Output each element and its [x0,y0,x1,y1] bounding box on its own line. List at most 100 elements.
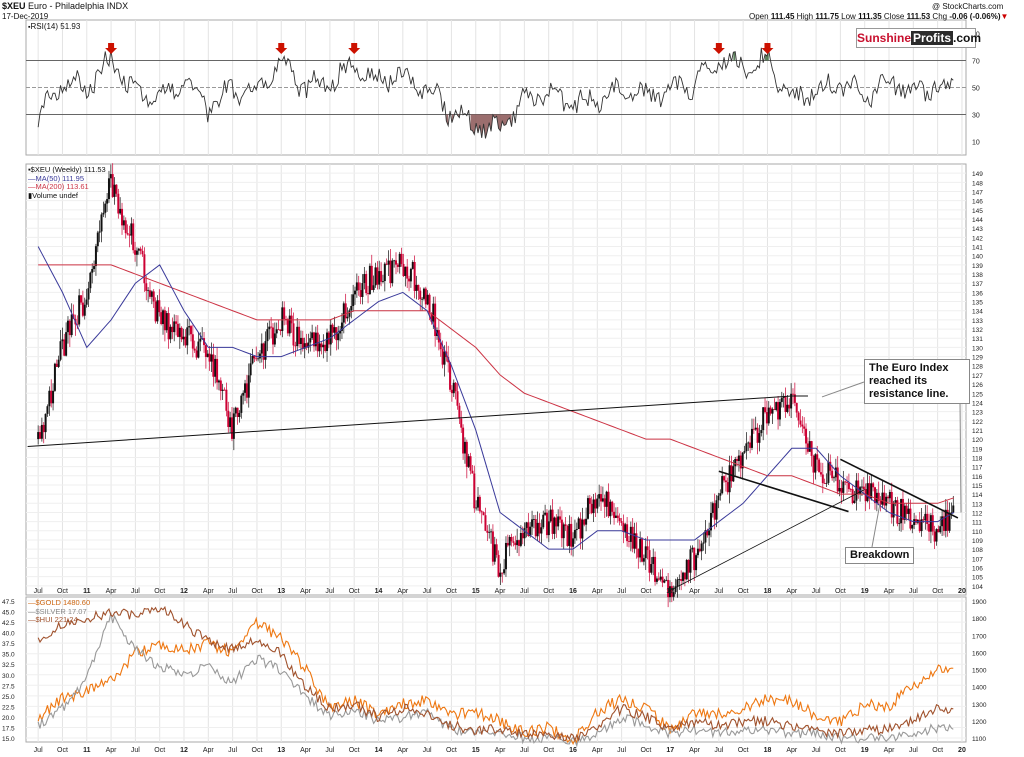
price-bar-body [469,456,472,471]
price-bar-body [592,499,595,514]
metal-x-tick: Oct [154,747,165,754]
price-bar-body [262,343,265,360]
price-bar-body [950,512,953,514]
price-bar-body [838,487,841,492]
price-bar-body [61,339,64,342]
price-bar-body [421,298,424,300]
price-y-tick: 133 [972,318,983,325]
metal-x-tick: Apr [203,747,215,754]
chart-title: $XEU Euro - Philadelphia INDX [2,2,128,11]
price-bar-body [268,326,271,330]
price-x-tick: 17 [666,588,674,595]
metal-right-tick: 1700 [972,633,987,640]
metal-left-tick: 35.0 [2,652,15,659]
price-bar-body [303,343,306,349]
metal-left-tick: 25.0 [2,694,15,701]
metal-x-tick: Jul [131,747,140,754]
price-bar-body [713,503,716,520]
metal-x-tick: Oct [835,747,846,754]
price-bar-body [545,512,548,536]
price-bar-body [78,295,81,325]
price-bar-body [853,500,856,503]
rsi-panel [26,43,966,139]
price-y-tick: 106 [972,565,983,572]
price-bar-body [646,546,649,551]
price-y-tick: 123 [972,410,983,417]
price-bar-body [199,338,202,342]
price-bar-body [708,530,711,536]
price-y-tick: 112 [972,510,983,517]
price-bar-body [631,526,634,549]
price-bar-body [59,341,62,360]
price-y-tick: 117 [972,465,983,472]
panel-frames [25,19,967,743]
price-bar-body [870,483,873,499]
axis-tick-labels: Jul Jul Oct Oct 11 11 Apr Apr Jul Jul Oct Oct 12 12 Ap… [2,32,987,755]
metal-x-tick: Jul [228,747,237,754]
price-bar-body [333,327,336,333]
price-bar-body [426,294,429,305]
price-bar-body [862,486,865,490]
price-bar-body [417,284,420,291]
price-bar-body [238,412,241,418]
price-bar-body [109,174,112,179]
metal-x-tick: Oct [543,747,554,754]
price-bar-body [385,263,388,265]
legend-xeu-icon: ▪ [28,165,31,174]
metal-left-tick: 17.5 [2,725,15,732]
price-bar-body [739,455,742,469]
price-bar-body [409,268,412,282]
metal-right-tick: 1800 [972,616,987,623]
price-bar-body [346,316,349,319]
price-bar-body [406,266,409,279]
price-bar-body [169,326,172,340]
price-bar-body [601,498,604,502]
price-bar-body [577,518,580,530]
price-bar-body [281,307,284,331]
price-bar-body [689,549,692,573]
price-bar-body [477,496,480,508]
price-bar-body [119,208,122,214]
price-y-tick: 107 [972,556,983,563]
rsi-legend-text: RSI(14) 51.93 [30,22,81,31]
price-bar-body [700,543,703,552]
price-bar-body [579,518,582,539]
legend-volume-text: Volume undef [32,190,79,200]
metal-x-tick: Jul [714,747,723,754]
price-y-tick: 134 [972,309,983,316]
open-label: Open [749,12,769,21]
legend-volume: ▮Volume undef [28,190,106,201]
price-bar-body [564,524,567,527]
price-bar-body [553,517,556,534]
price-bar-body [312,332,315,347]
price-bar-body [197,341,200,358]
price-bar-body [340,322,343,331]
metal-x-tick: Jul [812,747,821,754]
price-bar-body [473,473,476,509]
price-bar-body [887,496,890,499]
price-bar-body [547,521,550,536]
price-bar-body [484,515,487,531]
price-y-tick: 109 [972,538,983,545]
price-bar-body [680,579,683,581]
price-bar-body [758,433,761,443]
price-bar-body [292,323,295,346]
price-bar-body [113,184,116,197]
resistance-pointer-2 [959,399,962,513]
price-bar-body [583,519,586,525]
metals-panel [37,605,954,748]
price-bar-body [901,499,904,520]
copyright: @ StockCharts.com [932,2,1004,11]
price-x-tick: Apr [495,588,507,595]
price-bar-body [704,530,707,543]
price-bar-body [849,489,852,490]
price-x-tick: Jul [131,588,140,595]
price-bar-body [240,395,243,413]
price-bar-body [111,174,114,197]
metal-left-tick: 30.0 [2,673,15,680]
close-value: 111.53 [906,12,931,21]
metal-left-tick: 27.5 [2,683,15,690]
price-bar-body [115,184,118,194]
price-x-tick: Oct [252,588,263,595]
price-bar-body [771,409,774,414]
